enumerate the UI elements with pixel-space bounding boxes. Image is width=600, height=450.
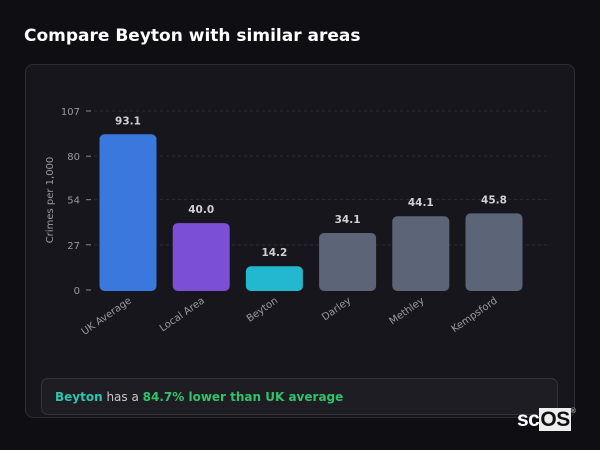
summary-result: 84.7% lower than UK average (142, 390, 344, 404)
x-tick-label: UK Average (80, 295, 134, 337)
summary-area: Beyton (55, 390, 103, 404)
summary-middle: has a (102, 390, 143, 404)
y-tick-label: 0 (74, 286, 80, 297)
y-axis-label: Crimes per 1,000 (45, 157, 56, 244)
x-tick-label: Kempsford (450, 295, 500, 335)
data-label: 45.8 (481, 194, 507, 206)
y-tick-label: 80 (67, 152, 80, 163)
page-title: Compare Beyton with similar areas (24, 26, 361, 46)
x-tick-label: Methley (388, 295, 427, 327)
bar-local-area (172, 223, 230, 291)
data-label: 40.0 (188, 204, 214, 216)
data-label: 93.1 (115, 115, 141, 127)
data-label: 34.1 (335, 214, 361, 226)
bar-methley (392, 216, 450, 291)
x-tick-label: Darley (320, 295, 353, 323)
y-tick-label: 107 (61, 107, 80, 118)
y-tick-label: 27 (67, 241, 80, 252)
summary-box: Beyton has a 84.7% lower than UK average (41, 378, 558, 415)
bar-darley (319, 232, 377, 291)
bar-beyton (245, 266, 303, 291)
bar-kempsford (465, 213, 523, 291)
x-tick-label: Beyton (245, 295, 280, 324)
scos-logo: scOS® (517, 408, 576, 431)
bar-uk-average (99, 134, 157, 291)
data-label: 44.1 (408, 197, 434, 209)
x-tick-label: Local Area (158, 295, 207, 334)
data-label: 14.2 (261, 247, 287, 259)
y-tick-label: 54 (67, 196, 80, 207)
